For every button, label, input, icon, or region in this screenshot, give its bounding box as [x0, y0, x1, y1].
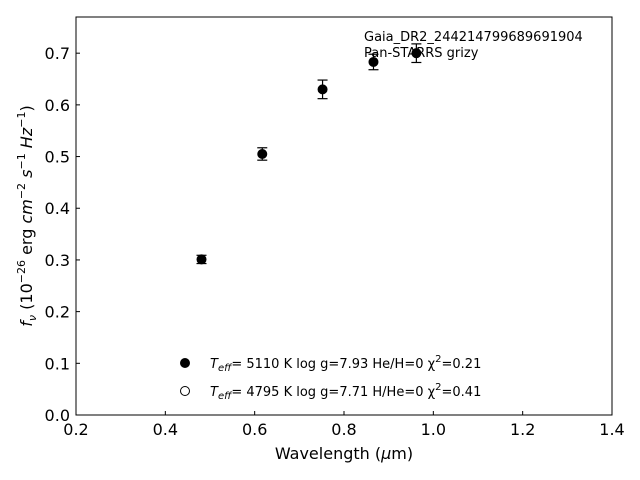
plot-frame [75, 16, 613, 416]
x-tick-label: 1.4 [599, 420, 624, 439]
axis-ticks: 0.2 0.4 0.6 0.8 1.0 1.2 1.4 0.0 0.1 0.2 0.3 0.4 0.5 0… [45, 44, 625, 439]
annotation-object-id: Gaia_DR2_244214799689691904 [364, 30, 583, 45]
y-tick-label: 0.3 [45, 251, 70, 270]
x-tick-label: 0.2 [63, 420, 88, 439]
annotation-survey: Pan-STARRS grizy [364, 46, 479, 61]
legend: Teff= 5110 K log g=7.93 He/H=0 χ2=0.21 T… [180, 354, 481, 402]
legend-marker-open [180, 386, 190, 396]
x-tick-label: 1.0 [421, 420, 446, 439]
y-tick-label: 0.2 [45, 303, 70, 322]
y-axis-label: fν (10−26 erg cm−2 s−1 Hz−1) [15, 105, 39, 326]
x-tick-label: 0.8 [331, 420, 356, 439]
legend-entry-2: Teff= 4795 K log g=7.71 H/He=0 χ2=0.41 [210, 382, 481, 402]
y-tick-label: 0.0 [45, 406, 70, 425]
x-tick-label: 0.6 [242, 420, 267, 439]
y-tick-label: 0.5 [45, 148, 70, 167]
x-axis-label: Wavelength (μm) [275, 444, 413, 463]
legend-marker-filled [180, 358, 190, 368]
y-tick-label: 0.4 [45, 199, 70, 218]
y-tick-label: 0.1 [45, 354, 70, 373]
legend-entry-1: Teff= 5110 K log g=7.93 He/H=0 χ2=0.21 [210, 354, 481, 374]
data-point [411, 48, 422, 59]
data-point [196, 254, 207, 265]
y-tick-label: 0.6 [45, 96, 70, 115]
data-point [317, 84, 328, 95]
data-points [196, 43, 422, 265]
x-tick-label: 0.4 [153, 420, 178, 439]
data-point [257, 148, 268, 159]
data-point [368, 56, 379, 67]
x-tick-label: 1.2 [510, 420, 535, 439]
y-tick-label: 0.7 [45, 44, 70, 63]
